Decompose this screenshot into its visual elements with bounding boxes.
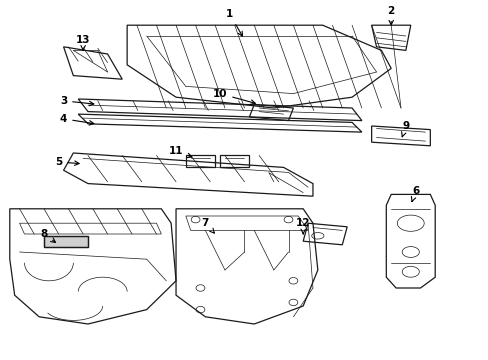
- Text: 9: 9: [401, 121, 408, 137]
- Text: 12: 12: [295, 218, 310, 234]
- Text: 8: 8: [41, 229, 55, 242]
- Text: 3: 3: [60, 96, 94, 106]
- Text: 5: 5: [55, 157, 79, 167]
- Text: 10: 10: [212, 89, 255, 104]
- Text: 1: 1: [226, 9, 242, 36]
- Text: 7: 7: [201, 218, 214, 233]
- Text: 4: 4: [60, 114, 94, 125]
- Polygon shape: [44, 236, 88, 247]
- Text: 2: 2: [387, 6, 394, 25]
- Text: 11: 11: [168, 146, 191, 158]
- Text: 6: 6: [410, 186, 418, 202]
- Text: 13: 13: [76, 35, 90, 50]
